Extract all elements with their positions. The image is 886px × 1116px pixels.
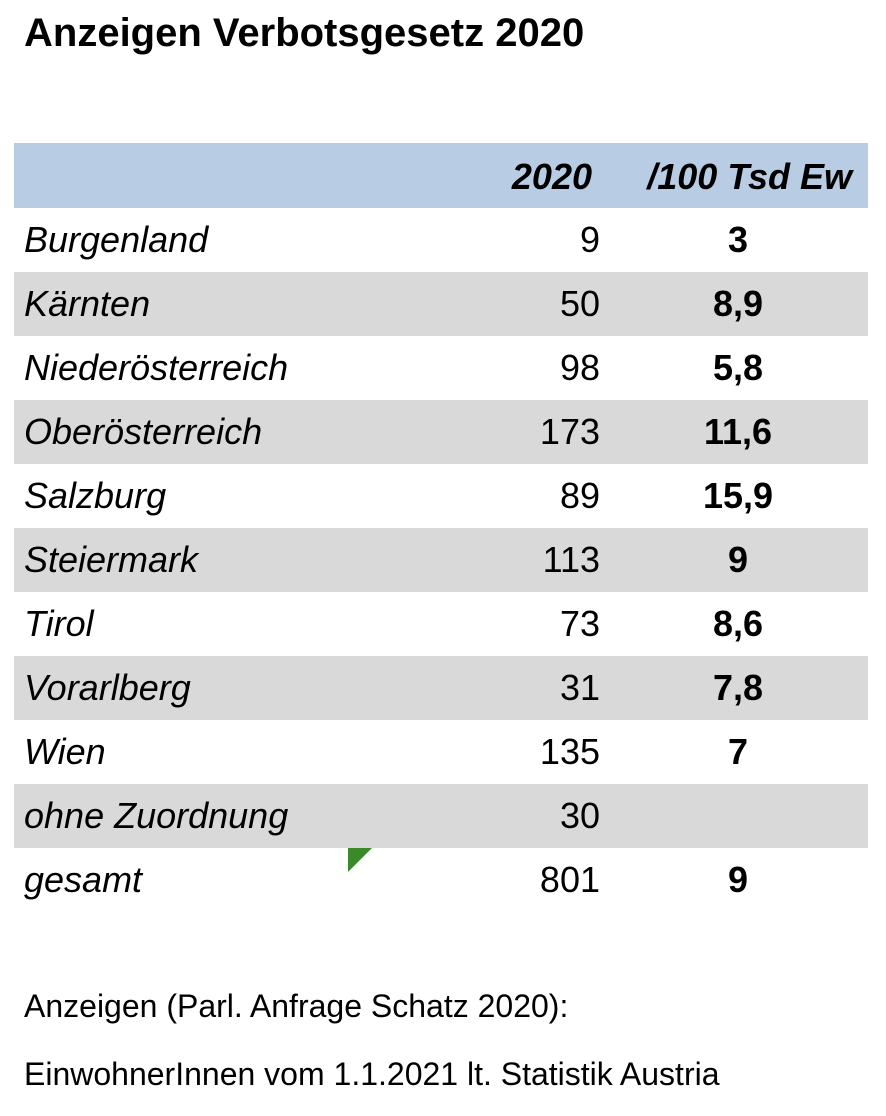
region-cell: Wien xyxy=(24,731,106,772)
table-row: Salzburg 89 15,9 xyxy=(14,464,868,528)
rate-cell: 9 xyxy=(727,859,749,900)
count-cell: 173 xyxy=(539,411,600,452)
count-cell: 30 xyxy=(559,795,600,836)
population-note: EinwohnerInnen vom 1.1.2021 lt. Statisti… xyxy=(24,1056,720,1092)
page-title: Anzeigen Verbotsgesetz 2020 xyxy=(24,11,585,55)
region-cell: Steiermark xyxy=(24,539,199,580)
region-cell: Oberösterreich xyxy=(24,411,263,452)
data-table: 2020 /100 Tsd Ew Burgenland 9 3 Kärnten … xyxy=(14,143,868,912)
table-row: Wien 135 7 xyxy=(14,720,868,784)
table-row: Tirol 73 8,6 xyxy=(14,592,868,656)
region-cell: Kärnten xyxy=(24,283,151,324)
comment-indicator-icon[interactable] xyxy=(348,848,372,872)
rate-cell: 11,6 xyxy=(703,411,773,452)
count-cell: 801 xyxy=(539,859,600,900)
region-cell: Tirol xyxy=(24,603,94,644)
region-cell: gesamt xyxy=(24,859,143,900)
count-cell: 113 xyxy=(542,539,600,580)
count-cell: 50 xyxy=(559,283,600,324)
table-row: Vorarlberg 31 7,8 xyxy=(14,656,868,720)
count-cell: 31 xyxy=(559,667,600,708)
table-row-total: gesamt 801 9 xyxy=(14,848,868,912)
count-cell: 89 xyxy=(559,475,600,516)
rate-cell: 8,6 xyxy=(712,603,764,644)
count-cell: 135 xyxy=(539,731,600,772)
table-header-row: 2020 /100 Tsd Ew xyxy=(14,143,868,208)
rate-cell: 8,9 xyxy=(712,283,764,324)
table-row: Niederösterreich 98 5,8 xyxy=(14,336,868,400)
rate-cell: 7,8 xyxy=(712,667,764,708)
region-cell: Burgenland xyxy=(24,219,209,260)
source-note: Anzeigen (Parl. Anfrage Schatz 2020): xyxy=(24,988,569,1024)
count-cell: 9 xyxy=(579,219,600,260)
rate-cell: 7 xyxy=(727,731,749,772)
table-row: Kärnten 50 8,9 xyxy=(14,272,868,336)
region-cell: ohne Zuordnung xyxy=(24,795,289,836)
rate-cell: 5,8 xyxy=(712,347,764,388)
region-cell: Salzburg xyxy=(24,475,167,516)
rate-cell: 3 xyxy=(727,219,749,260)
column-header-2020: 2020 xyxy=(511,156,592,197)
table-row: Oberösterreich 173 11,6 xyxy=(14,400,868,464)
table-row: Steiermark 113 9 xyxy=(14,528,868,592)
region-cell: Niederösterreich xyxy=(24,347,289,388)
column-header-rate: /100 Tsd Ew xyxy=(647,156,852,197)
table-row: ohne Zuordnung 30 xyxy=(14,784,868,848)
count-cell: 98 xyxy=(559,347,600,388)
table-row: Burgenland 9 3 xyxy=(14,208,868,272)
count-cell: 73 xyxy=(559,603,600,644)
region-cell: Vorarlberg xyxy=(24,667,191,708)
rate-cell: 15,9 xyxy=(702,475,774,516)
rate-cell: 9 xyxy=(727,539,749,580)
